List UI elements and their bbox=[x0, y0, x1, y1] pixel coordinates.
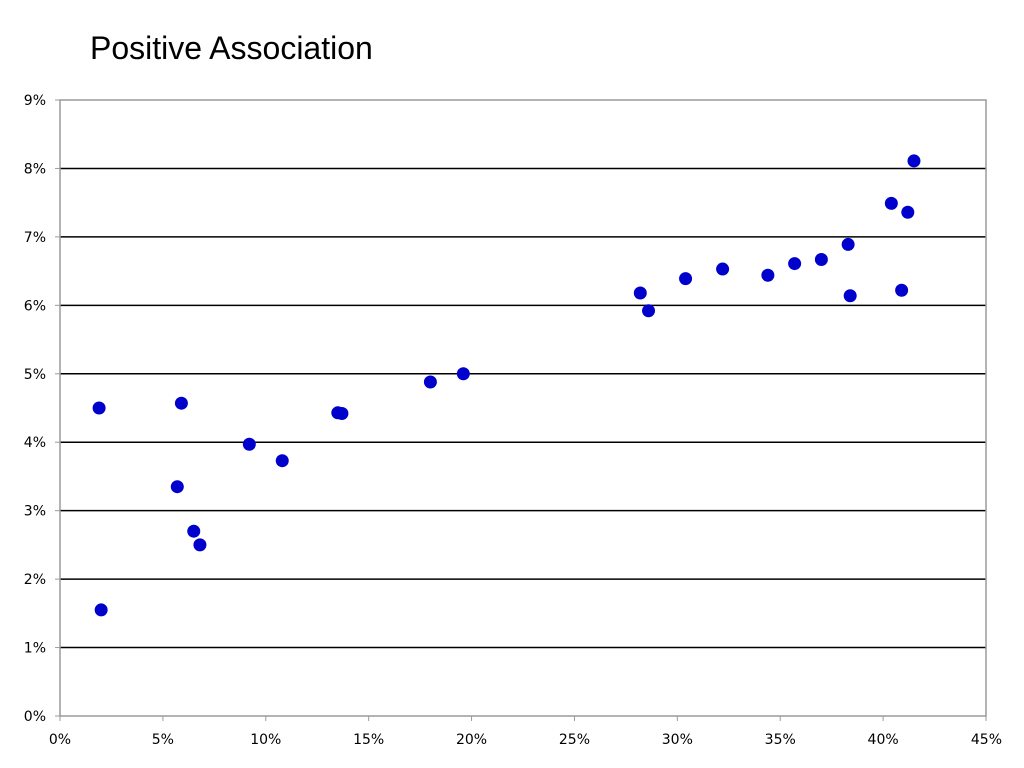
data-point bbox=[456, 367, 470, 381]
data-point bbox=[788, 257, 802, 271]
data-point bbox=[335, 406, 349, 420]
data-point bbox=[94, 603, 108, 617]
data-point bbox=[642, 304, 656, 318]
x-tick-label: 10% bbox=[250, 732, 281, 748]
data-point bbox=[275, 454, 289, 468]
data-point bbox=[193, 538, 207, 552]
data-point bbox=[92, 401, 106, 415]
data-point bbox=[716, 262, 730, 276]
y-tick-label: 2% bbox=[24, 572, 46, 588]
gridlines bbox=[60, 167, 986, 649]
y-tick-label: 0% bbox=[24, 709, 46, 725]
x-tick-label: 0% bbox=[49, 732, 71, 748]
y-tick-label: 7% bbox=[24, 230, 46, 246]
y-tick-label: 3% bbox=[24, 504, 46, 520]
chart-title: Positive Association bbox=[90, 30, 373, 66]
data-point bbox=[884, 196, 898, 210]
plot-area-frame bbox=[59, 99, 987, 717]
y-axis-ticks: 0% 1% 2% 3% 4% 5% 6% 7% 8% 9% bbox=[24, 93, 60, 725]
x-axis-ticks: 0% 5% 10% 15% 20% 25% 30% 35% 40% 45% bbox=[49, 716, 1002, 748]
y-tick-label: 9% bbox=[24, 93, 46, 109]
data-point bbox=[170, 480, 184, 494]
data-point bbox=[633, 286, 647, 300]
x-tick-label: 35% bbox=[765, 732, 796, 748]
data-point bbox=[901, 205, 915, 219]
data-point bbox=[814, 252, 828, 266]
y-tick-label: 5% bbox=[24, 367, 46, 383]
data-point bbox=[679, 272, 693, 286]
data-point bbox=[761, 268, 775, 282]
data-point bbox=[841, 237, 855, 251]
y-tick-label: 4% bbox=[24, 435, 46, 451]
x-tick-label: 45% bbox=[971, 732, 1002, 748]
data-point bbox=[907, 154, 921, 168]
y-tick-label: 6% bbox=[24, 298, 46, 314]
data-point bbox=[895, 283, 909, 297]
data-point bbox=[423, 375, 437, 389]
x-tick-label: 20% bbox=[456, 732, 487, 748]
data-point bbox=[174, 396, 188, 410]
x-tick-label: 40% bbox=[868, 732, 899, 748]
data-point bbox=[187, 524, 201, 538]
x-tick-label: 25% bbox=[559, 732, 590, 748]
data-point bbox=[843, 289, 857, 303]
y-tick-label: 1% bbox=[24, 641, 46, 657]
y-tick-label: 8% bbox=[24, 161, 46, 177]
data-point bbox=[242, 437, 256, 451]
x-tick-label: 5% bbox=[152, 732, 174, 748]
data-points bbox=[92, 154, 921, 617]
x-tick-label: 15% bbox=[353, 732, 384, 748]
x-tick-label: 30% bbox=[662, 732, 693, 748]
